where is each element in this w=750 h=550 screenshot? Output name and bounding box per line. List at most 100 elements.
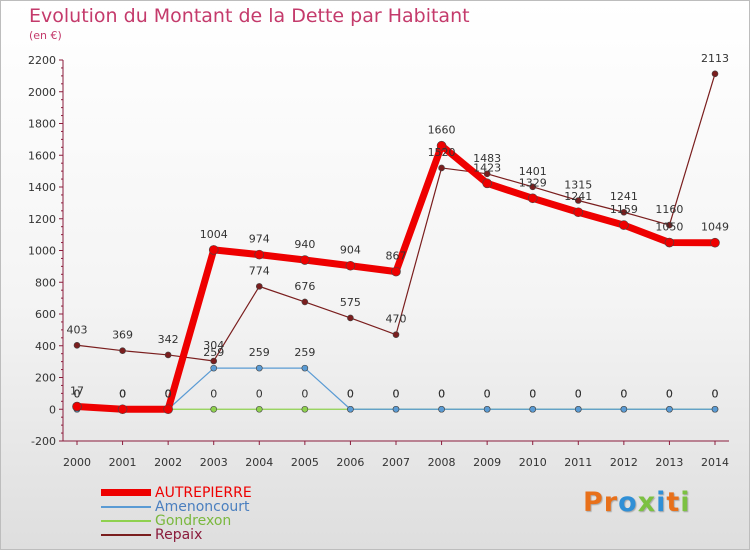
data-point (117, 404, 128, 415)
data-point (619, 220, 629, 230)
data-label: 0 (575, 387, 582, 400)
y-tick-label: 1000 (28, 245, 56, 258)
data-point (300, 255, 310, 265)
data-point (255, 405, 263, 413)
data-point (483, 170, 491, 178)
legend-item-amenoncourt: Amenoncourt (101, 499, 361, 515)
data-point (666, 221, 673, 229)
data-label: 0 (438, 387, 445, 400)
y-tick-label: -200 (31, 435, 56, 448)
data-label: 1241 (610, 190, 638, 203)
data-point (347, 405, 354, 413)
data-point (620, 405, 628, 413)
data-label: 867 (386, 250, 407, 263)
data-label: 304 (203, 339, 224, 352)
y-tick-label: 1800 (28, 118, 56, 131)
data-point (255, 364, 263, 372)
chart-title: Evolution du Montant de la Dette par Hab… (29, 5, 470, 27)
data-point (529, 183, 537, 191)
y-tick-label: 1400 (28, 181, 56, 194)
x-tick-label: 2000 (63, 456, 91, 469)
y-tick-label: 1200 (28, 213, 56, 226)
data-point (347, 314, 354, 322)
data-label: 259 (294, 346, 315, 359)
data-point (210, 357, 218, 365)
data-label: 0 (712, 387, 719, 400)
data-point (164, 351, 172, 359)
data-label: 1483 (473, 152, 501, 165)
data-label: 974 (249, 233, 270, 246)
data-label: 904 (340, 244, 361, 257)
x-tick-label: 2003 (200, 456, 228, 469)
data-label: 0 (666, 387, 673, 400)
data-label: 1159 (610, 203, 638, 216)
data-point (482, 178, 492, 189)
legend-item-gondrexon: Gondrexon (101, 513, 361, 529)
data-label: 676 (294, 280, 315, 293)
legend-label-autrepierre: AUTREPIERRE (155, 485, 252, 501)
data-point (711, 405, 719, 413)
data-label: 0 (620, 387, 627, 400)
data-label: 0 (393, 387, 400, 400)
data-point (73, 341, 81, 349)
x-tick-label: 2005 (291, 456, 319, 469)
data-point (438, 164, 445, 172)
data-label: 17 (70, 385, 84, 398)
data-point (666, 405, 673, 413)
data-label: 369 (112, 329, 133, 342)
x-tick-label: 2012 (610, 456, 638, 469)
data-point (301, 405, 309, 413)
legend-swatch-repaix (101, 534, 151, 536)
chart-legend: AUTREPIERRE Amenoncourt Gondrexon Repaix (101, 485, 361, 543)
legend-swatch-amenoncourt (101, 506, 151, 508)
data-label: 0 (74, 387, 81, 400)
data-point (710, 237, 720, 248)
data-label: 342 (158, 333, 179, 346)
data-point (208, 245, 219, 255)
data-label: 0 (74, 387, 81, 400)
data-label: 1050 (655, 221, 683, 234)
data-label: 575 (340, 296, 361, 309)
data-point (119, 347, 126, 354)
data-label: 0 (256, 387, 263, 400)
data-label: 0 (529, 387, 536, 400)
data-label: 259 (249, 346, 270, 359)
x-tick-label: 2001 (109, 456, 137, 469)
data-label: 0 (301, 387, 308, 400)
data-label: 0 (620, 387, 627, 400)
legend-swatch-autrepierre (101, 489, 151, 496)
data-label: 0 (119, 387, 126, 400)
data-label: 0 (165, 387, 172, 400)
x-tick-label: 2002 (154, 456, 182, 469)
data-point (527, 193, 538, 204)
x-tick-label: 2010 (519, 456, 547, 469)
data-label: 1520 (428, 146, 456, 159)
x-tick-label: 2006 (336, 456, 364, 469)
data-point (210, 364, 218, 372)
x-tick-label: 2004 (245, 456, 273, 469)
data-label: 940 (294, 238, 315, 251)
logo-letter: t (666, 487, 681, 518)
data-label: 1241 (564, 190, 592, 203)
data-label: 0 (575, 387, 582, 400)
data-point (574, 405, 582, 413)
legend-item-repaix: Repaix (101, 527, 361, 543)
x-tick-label: 2007 (382, 456, 410, 469)
data-label: 1160 (655, 203, 683, 216)
x-tick-label: 2013 (655, 456, 683, 469)
data-point (391, 266, 401, 277)
y-tick-label: 0 (49, 403, 56, 416)
logo-letter: i (680, 487, 691, 518)
data-point (483, 405, 491, 413)
data-label: 0 (119, 387, 126, 400)
data-label: 0 (119, 387, 126, 400)
data-label: 1315 (564, 178, 592, 191)
y-tick-label: 2200 (28, 54, 56, 67)
data-point (72, 401, 82, 412)
data-label: 0 (712, 387, 719, 400)
logo-letter: P (583, 487, 604, 518)
data-point (301, 364, 309, 372)
y-tick-label: 200 (35, 372, 56, 385)
